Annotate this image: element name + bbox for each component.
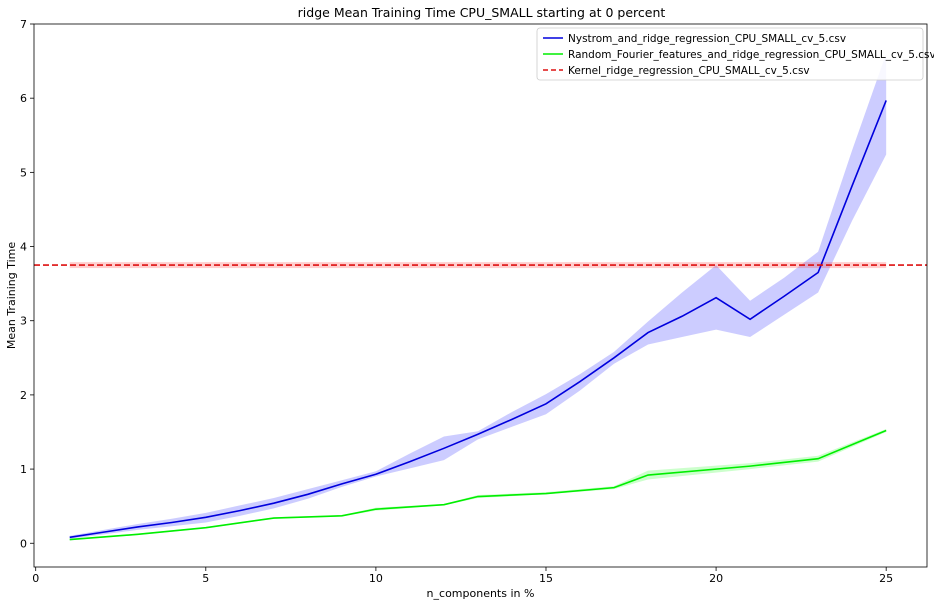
legend-entry-1: Random_Fourier_features_and_ridge_regres… [568,49,934,61]
y-axis-label: Mean Training Time [5,242,18,350]
legend-box [536,27,924,81]
plot-area [33,23,928,568]
chart-title: ridge Mean Training Time CPU_SMALL start… [298,5,666,20]
legend-entry-2: Kernel_ridge_regression_CPU_SMALL_cv_5.c… [568,65,810,77]
x-tick-label: 15 [539,572,553,585]
series-line-0 [69,100,887,539]
confidence-bands [69,53,887,541]
x-tick-label: 25 [879,572,893,585]
x-axis-label: n_components in % [427,587,535,600]
y-tick-label: 6 [20,92,27,105]
y-tick-label: 0 [20,537,27,550]
legend-entry-0: Nystrom_and_ridge_regression_CPU_SMALL_c… [568,33,846,45]
x-tick-label: 20 [709,572,723,585]
x-axis: 0 5 10 15 20 25 [32,567,893,585]
y-tick-label: 5 [20,166,27,179]
y-tick-label: 1 [20,463,27,476]
x-tick-label: 0 [32,572,39,585]
y-tick-label: 4 [20,241,27,254]
y-tick-label: 3 [20,315,27,328]
band-series-0 [69,53,887,539]
series-line-1 [69,429,887,541]
series-lines [34,100,927,541]
y-axis: 0 1 2 3 4 5 6 7 [20,18,34,550]
x-tick-label: 10 [369,572,383,585]
legend: Nystrom_and_ridge_regression_CPU_SMALL_c… [536,27,934,81]
y-tick-label: 7 [20,18,27,31]
x-tick-label: 5 [202,572,209,585]
y-tick-label: 2 [20,389,27,402]
